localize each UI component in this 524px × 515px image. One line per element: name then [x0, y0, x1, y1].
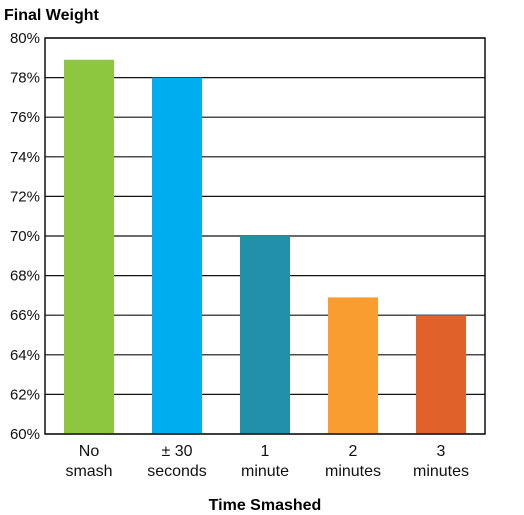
x-axis-label: Time Smashed: [209, 497, 322, 514]
bar: [240, 236, 290, 434]
bar: [328, 297, 378, 434]
bar: [64, 59, 114, 434]
y-tick-label: 80%: [10, 30, 40, 47]
x-category-label: smash: [65, 463, 112, 480]
y-tick-label: 64%: [10, 347, 40, 364]
x-category-label: 2: [349, 443, 358, 460]
y-axis-ticks: 80% 78% 76% 74% 72% 70% 68% 66% 64% 62% 60%: [10, 30, 40, 443]
bar: [152, 77, 202, 434]
x-category-label: No: [79, 443, 100, 460]
x-category-label: 1: [261, 443, 270, 460]
x-category-label: minute: [241, 463, 289, 480]
plot-frame: [44, 37, 486, 435]
chart-title: Final Weight: [4, 7, 99, 24]
x-axis-categories: No smash ± 30 seconds 1 minute 2 minutes 3 minute…: [65, 443, 469, 480]
y-tick-label: 76%: [10, 109, 40, 126]
y-tick-label: 62%: [10, 386, 40, 403]
y-tick-label: 74%: [10, 149, 40, 166]
x-category-label: seconds: [147, 463, 207, 480]
x-category-label: 3: [437, 443, 446, 460]
y-tick-label: 72%: [10, 188, 40, 205]
y-tick-label: 66%: [10, 307, 40, 324]
y-tick-label: 70%: [10, 228, 40, 245]
x-category-label: ± 30: [161, 443, 192, 460]
y-tick-label: 68%: [10, 268, 40, 285]
y-tick-label: 78%: [10, 70, 40, 87]
x-category-label: minutes: [413, 463, 469, 480]
y-tick-label: 60%: [10, 426, 40, 443]
bars: [64, 59, 466, 434]
x-category-label: minutes: [325, 463, 381, 480]
bar: [416, 315, 466, 434]
